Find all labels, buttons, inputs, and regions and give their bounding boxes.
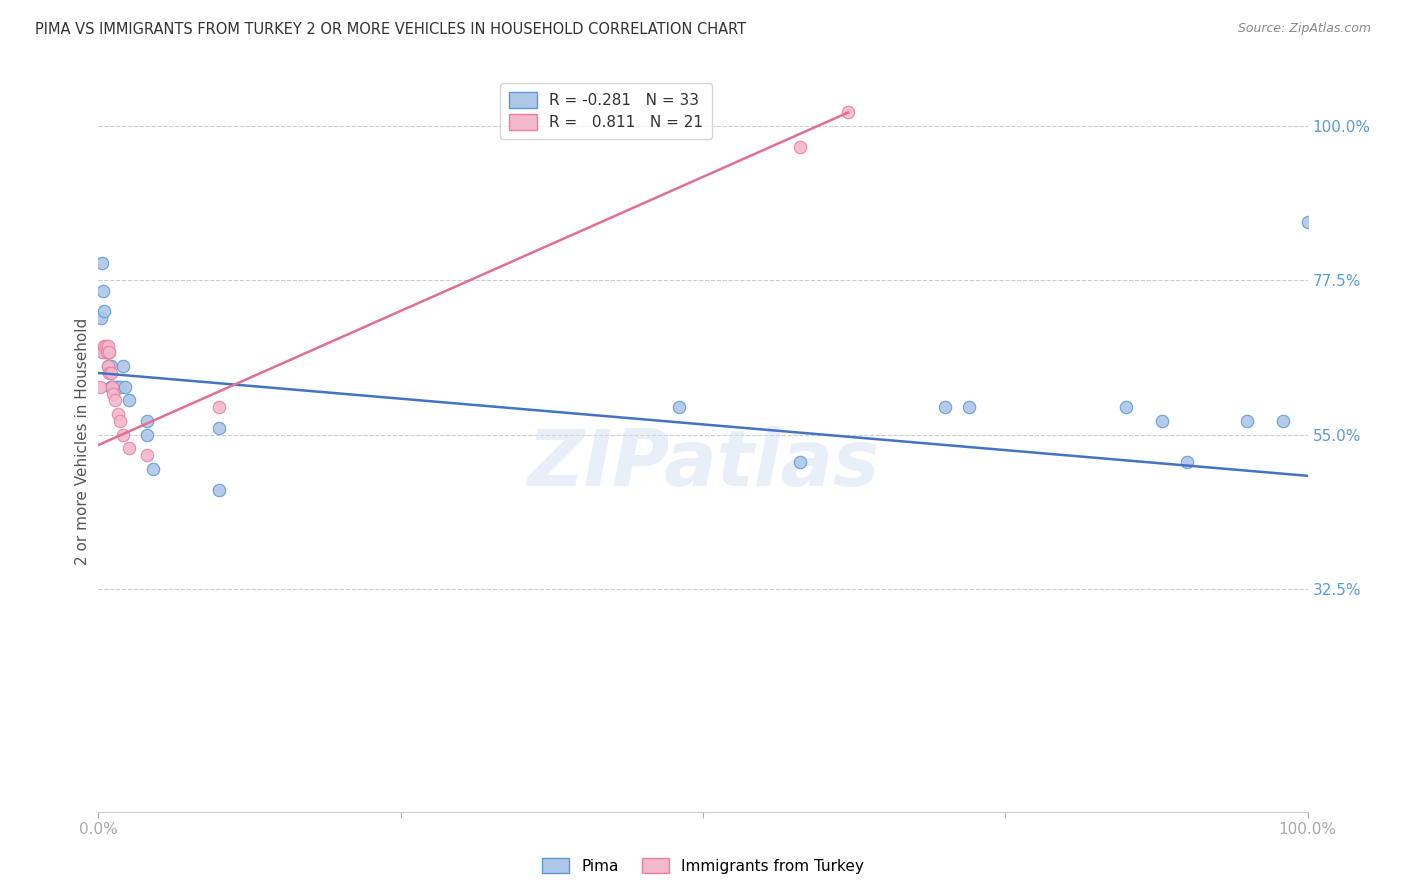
- Point: [97, 338, 120, 352]
- Point: [668, 401, 690, 415]
- Point: [97, 359, 120, 373]
- Point: [1115, 401, 1137, 415]
- Point: [1296, 215, 1319, 229]
- Point: [208, 401, 231, 415]
- Point: [97, 345, 120, 359]
- Point: [107, 407, 129, 421]
- Point: [93, 304, 115, 318]
- Point: [91, 284, 114, 298]
- Text: PIMA VS IMMIGRANTS FROM TURKEY 2 OR MORE VEHICLES IN HOUSEHOLD CORRELATION CHART: PIMA VS IMMIGRANTS FROM TURKEY 2 OR MORE…: [35, 22, 747, 37]
- Point: [789, 455, 811, 469]
- Point: [97, 359, 120, 373]
- Point: [91, 345, 114, 359]
- Point: [111, 427, 134, 442]
- Point: [93, 338, 115, 352]
- Point: [98, 345, 121, 359]
- Point: [957, 401, 980, 415]
- Point: [91, 256, 114, 270]
- Point: [98, 359, 121, 373]
- Point: [135, 414, 157, 428]
- Point: [93, 345, 115, 359]
- Point: [96, 345, 118, 359]
- Point: [94, 338, 117, 352]
- Point: [135, 427, 157, 442]
- Point: [98, 345, 121, 359]
- Point: [105, 380, 128, 394]
- Point: [90, 311, 112, 326]
- Point: [934, 401, 956, 415]
- Point: [96, 345, 118, 359]
- Point: [111, 359, 134, 373]
- Point: [837, 105, 859, 120]
- Point: [135, 448, 157, 462]
- Point: [104, 393, 127, 408]
- Point: [108, 380, 131, 394]
- Point: [142, 462, 165, 476]
- Point: [108, 414, 131, 428]
- Legend: Pima, Immigrants from Turkey: Pima, Immigrants from Turkey: [536, 852, 870, 880]
- Point: [100, 359, 122, 373]
- Point: [1152, 414, 1174, 428]
- Text: ZIPatlas: ZIPatlas: [527, 425, 879, 502]
- Point: [94, 345, 117, 359]
- Point: [100, 380, 122, 394]
- Point: [789, 140, 811, 154]
- Point: [105, 380, 128, 394]
- Point: [1175, 455, 1198, 469]
- Point: [114, 380, 136, 394]
- Point: [98, 366, 121, 380]
- Text: Source: ZipAtlas.com: Source: ZipAtlas.com: [1237, 22, 1371, 36]
- Y-axis label: 2 or more Vehicles in Household: 2 or more Vehicles in Household: [75, 318, 90, 566]
- Point: [100, 380, 122, 394]
- Point: [1272, 414, 1295, 428]
- Point: [100, 380, 122, 394]
- Point: [101, 380, 124, 394]
- Point: [1236, 414, 1258, 428]
- Legend: R = -0.281   N = 33, R =   0.811   N = 21: R = -0.281 N = 33, R = 0.811 N = 21: [501, 83, 713, 139]
- Point: [103, 380, 125, 394]
- Point: [118, 442, 141, 456]
- Point: [101, 386, 124, 401]
- Point: [89, 380, 111, 394]
- Point: [208, 483, 231, 497]
- Point: [118, 393, 141, 408]
- Point: [208, 421, 231, 435]
- Point: [100, 366, 122, 380]
